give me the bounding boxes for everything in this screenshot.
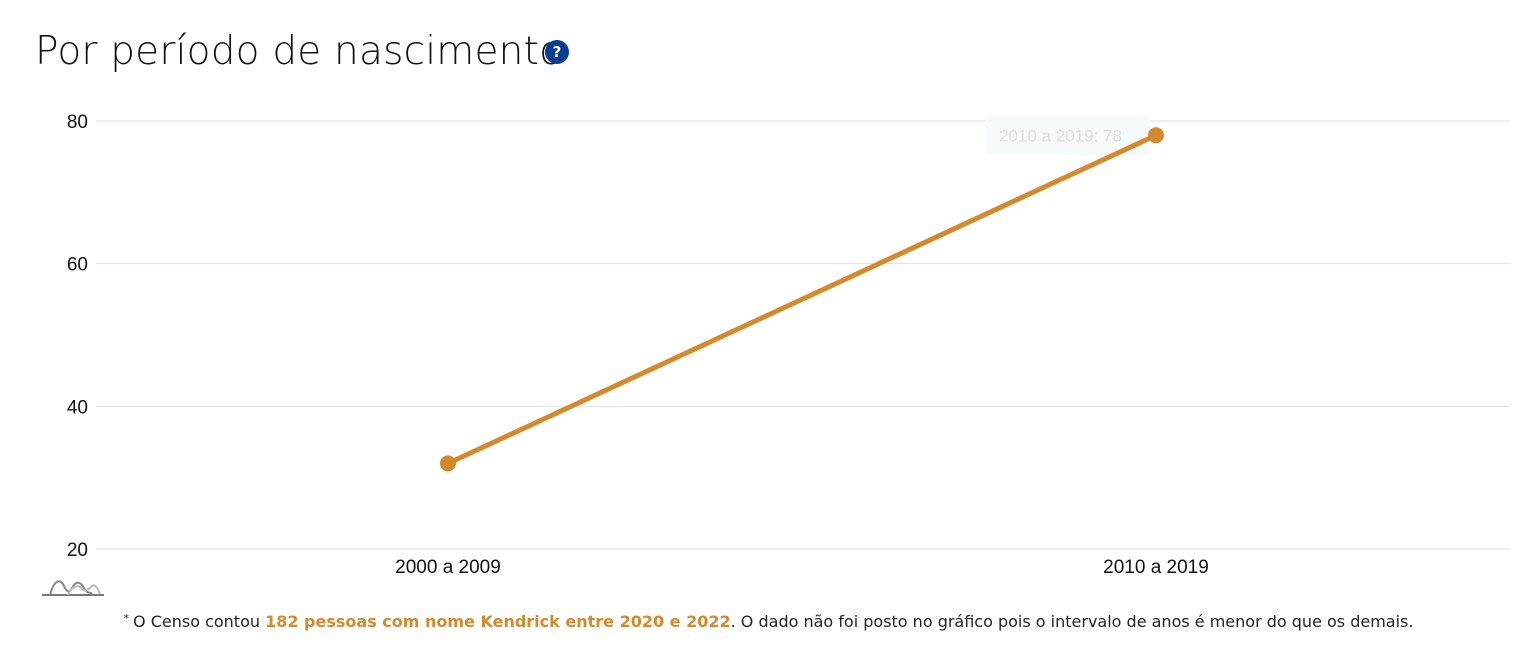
footnote-suffix: . O dado não foi posto no gráfico pois o… — [730, 612, 1414, 631]
data-point[interactable] — [1148, 127, 1164, 144]
tooltip: 2010 a 2019: 78 — [986, 115, 1150, 156]
data-point[interactable] — [440, 455, 456, 472]
series-line — [445, 132, 1159, 466]
y-tick-label: 20 — [67, 540, 88, 561]
y-tick-label: 40 — [67, 397, 88, 418]
y-axis-ticks: 20 40 60 80 — [67, 112, 88, 561]
series-kendrick[interactable] — [440, 127, 1164, 472]
x-tick-label: 2010 a 2019 — [1103, 557, 1209, 578]
line-chart: 20 40 60 80 2000 a 2009 2010 a 2019 2010 a 2… — [67, 112, 1510, 578]
chart-logo-icon — [42, 580, 104, 596]
y-tick-label: 80 — [67, 112, 88, 133]
grid-lines — [96, 120, 1510, 550]
x-tick-label: 2000 a 2009 — [395, 557, 501, 578]
help-icon[interactable]: ? — [545, 40, 569, 64]
footnote: * O Censo contou 182 pessoas com nome Ken… — [0, 612, 1537, 631]
page-title: Por período de nascimento — [35, 29, 564, 74]
tooltip-box — [986, 115, 1150, 156]
tooltip-label: 2010 a 2019: 78 — [999, 126, 1122, 145]
footnote-prefix: O Censo contou — [133, 612, 266, 631]
x-axis-ticks: 2000 a 2009 2010 a 2019 — [395, 557, 1209, 578]
y-tick-label: 60 — [67, 255, 88, 276]
footnote-highlight: 182 pessoas com nome Kendrick entre 2020… — [265, 612, 731, 631]
footnote-asterisk: * — [123, 612, 130, 625]
